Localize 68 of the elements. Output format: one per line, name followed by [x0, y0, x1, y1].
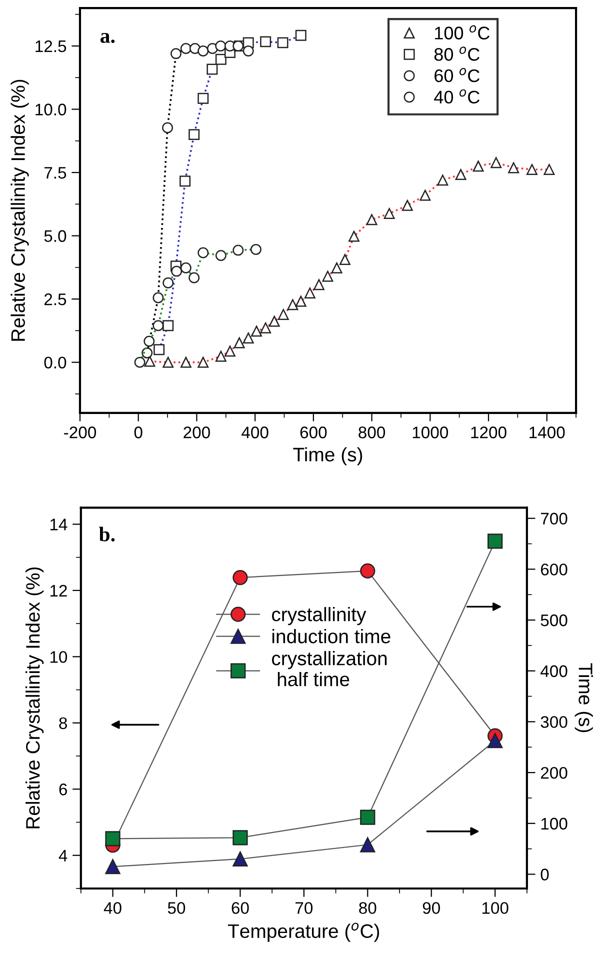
- y2-tick-label: 200: [540, 766, 568, 779]
- y-tick-label: 0.0: [44, 356, 66, 368]
- y-tick-label: 12.5: [36, 40, 66, 52]
- x-tick-label: 70: [296, 902, 313, 914]
- point: [170, 48, 182, 60]
- legend-label: crystallization half time: [272, 651, 387, 686]
- point: [488, 732, 503, 748]
- y2-tick-label: 500: [540, 614, 568, 626]
- y2-tick-label: 600: [540, 564, 568, 576]
- legend-label: crystallinity: [272, 607, 366, 626]
- x-tick-label: 80: [359, 902, 376, 914]
- x-tick-label: -200: [64, 426, 96, 438]
- point: [105, 859, 120, 874]
- annotation: b.: [99, 526, 115, 542]
- x-tick-label: 800: [358, 426, 386, 438]
- y-axis-title: Relative Crystallinity Index (%): [26, 567, 44, 828]
- x-tick-label: 60: [232, 902, 249, 914]
- y-tick-label: 4: [58, 850, 68, 862]
- point: [142, 347, 153, 358]
- y-tick-label: 10: [50, 651, 68, 663]
- y-axis-title: Relative Crystallinity Index (%): [10, 80, 29, 341]
- point: [360, 563, 376, 578]
- legend-label: 80 $^{o}$C: [434, 46, 480, 61]
- point: [360, 810, 376, 825]
- y2-tick-label: 0: [540, 868, 549, 880]
- x-tick-label: 90: [422, 902, 440, 914]
- point: [198, 46, 209, 57]
- x-tick-label: 1200: [471, 426, 506, 438]
- y2-tick-label: 100: [541, 818, 568, 830]
- legend-label: 60 $^{o}$C: [434, 68, 480, 82]
- y2-tick-label: 700: [540, 512, 568, 525]
- y-tick-label: 2.5: [44, 293, 66, 306]
- y-tick-label: 5.0: [44, 230, 66, 242]
- x-tick-label: 50: [168, 902, 186, 914]
- y-tick-label: 8: [59, 717, 67, 730]
- point: [232, 830, 248, 846]
- y-tick-label: 14: [50, 518, 68, 530]
- point: [242, 46, 254, 57]
- x-tick-label: 1000: [412, 426, 448, 438]
- x-tick-label: 0: [134, 426, 142, 438]
- point: [488, 534, 503, 549]
- y-tick-label: 10.0: [36, 104, 66, 116]
- x-tick-label: 1400: [530, 426, 565, 438]
- x-axis-title: Temperature ($^{o}$C): [228, 922, 380, 942]
- legend-label: 40 $^{o}$C: [434, 89, 480, 104]
- point: [215, 40, 226, 52]
- y-tick-label: 7.5: [44, 167, 66, 179]
- annotation: a.: [100, 32, 115, 44]
- y-tick-label: 6: [59, 784, 67, 796]
- x-axis-title: Time (s): [293, 447, 362, 466]
- point: [232, 570, 248, 586]
- point: [360, 837, 376, 852]
- x-tick-label: 400: [242, 426, 268, 438]
- y2-tick-label: 300: [540, 716, 568, 728]
- point: [152, 292, 164, 304]
- x-tick-label: 600: [300, 426, 327, 438]
- point: [105, 831, 120, 846]
- x-tick-label: 100: [482, 902, 508, 914]
- y2-axis-title: Time (s): [574, 663, 593, 732]
- y2-tick-label: 400: [540, 665, 568, 678]
- point: [232, 851, 248, 867]
- legend-label: induction time: [272, 629, 390, 644]
- point: [180, 43, 192, 54]
- y-tick-label: 12: [50, 584, 67, 596]
- x-tick-label: 40: [104, 902, 122, 914]
- legend-label: 100 $^{o}$C: [435, 25, 490, 40]
- x-tick-label: 200: [184, 426, 210, 438]
- point: [162, 122, 174, 134]
